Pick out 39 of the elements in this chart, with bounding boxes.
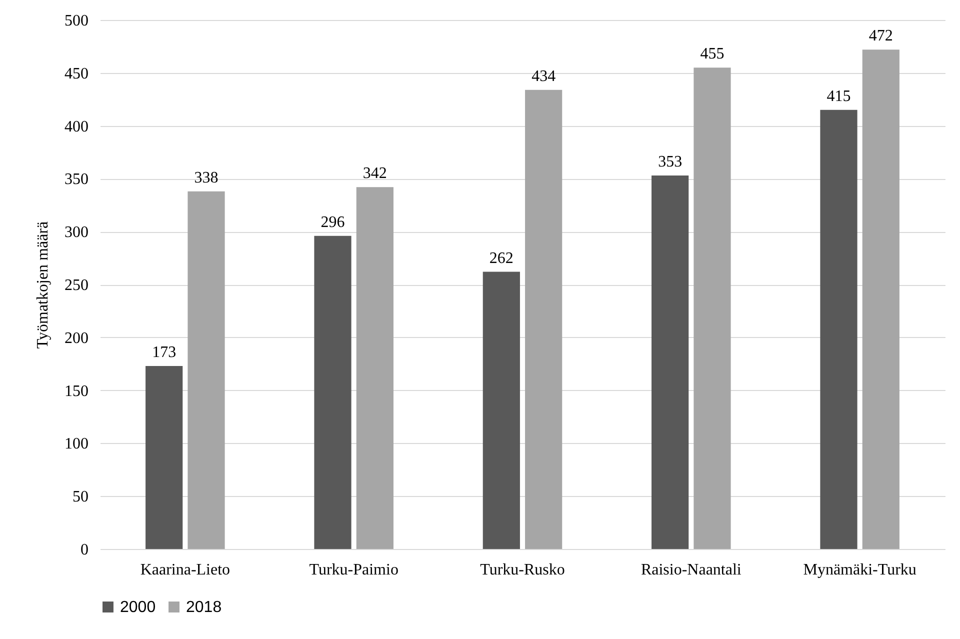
- bar: [820, 110, 858, 549]
- y-axis-title: Työmatkojen määrä: [34, 221, 52, 349]
- bar: [862, 50, 900, 549]
- data-label: 338: [194, 169, 218, 186]
- y-tick-label: 450: [64, 65, 88, 82]
- x-tick-label: Raisio-Naantali: [640, 562, 742, 578]
- y-tick-label: 0: [80, 542, 88, 558]
- data-label: 434: [532, 68, 556, 85]
- bar: [188, 191, 225, 549]
- y-tick-label: 400: [64, 118, 88, 136]
- data-label: 415: [826, 88, 851, 105]
- bar: [146, 366, 183, 549]
- data-label: 455: [700, 46, 724, 63]
- y-tick-label: 100: [64, 436, 88, 453]
- bar: [356, 187, 394, 549]
- bar: [482, 272, 520, 549]
- data-label: 296: [320, 214, 345, 231]
- bar: [314, 236, 352, 549]
- y-tick-label: 200: [64, 330, 88, 347]
- y-tick-label: 500: [64, 12, 88, 30]
- x-tick-label: Mynämäki-Turku: [803, 562, 916, 578]
- y-tick-label: 350: [64, 171, 88, 188]
- y-tick-label: 50: [72, 488, 88, 506]
- x-tick-label: Turku-Paimio: [309, 562, 398, 578]
- data-label: 173: [152, 344, 176, 361]
- y-tick-label: 300: [64, 224, 88, 242]
- data-label: 342: [362, 165, 387, 182]
- legend-label: 2000: [120, 599, 156, 616]
- x-tick-label: Kaarina-Lieto: [140, 562, 230, 578]
- bar: [652, 176, 689, 549]
- y-tick-label: 150: [64, 382, 88, 400]
- y-tick-label: 250: [64, 277, 88, 294]
- bar: [694, 68, 731, 549]
- data-label: 472: [868, 28, 893, 45]
- data-label: 353: [658, 154, 682, 171]
- data-label: 262: [489, 250, 514, 267]
- bar: [525, 90, 562, 549]
- x-tick-label: Turku-Rusko: [480, 562, 565, 578]
- legend-label: 2018: [186, 599, 222, 616]
